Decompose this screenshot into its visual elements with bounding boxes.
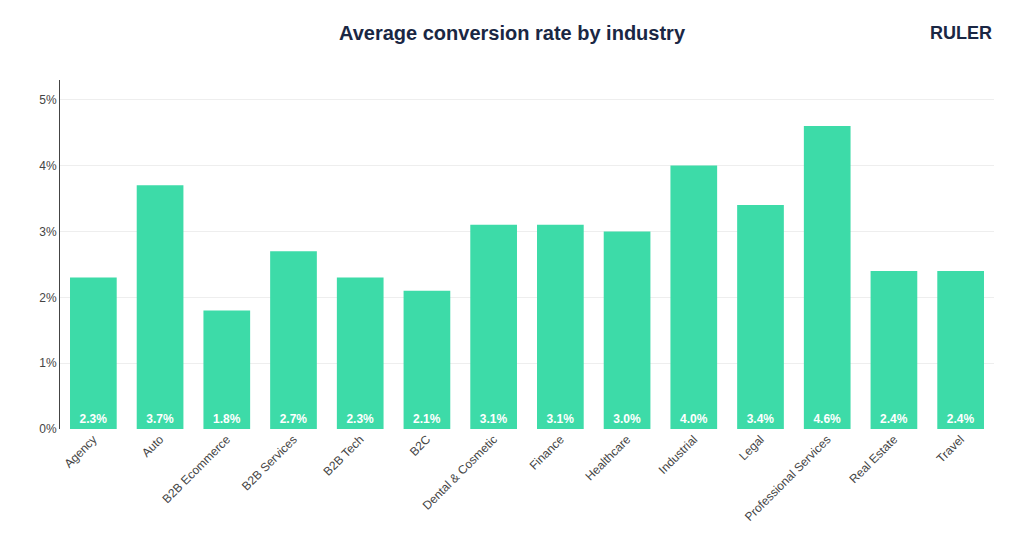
svg-text:Finance: Finance <box>527 432 567 472</box>
svg-text:2.4%: 2.4% <box>947 412 975 426</box>
svg-text:B2B Ecommerce: B2B Ecommerce <box>160 432 234 506</box>
svg-text:B2C: B2C <box>407 432 434 459</box>
svg-text:Professional Services: Professional Services <box>742 432 833 523</box>
svg-text:B2B Services: B2B Services <box>239 432 300 493</box>
svg-text:Average conversion rate by ind: Average conversion rate by industry <box>339 22 686 44</box>
svg-text:Real Estate: Real Estate <box>847 432 901 486</box>
svg-text:3.1%: 3.1% <box>547 412 575 426</box>
svg-text:0%: 0% <box>39 422 57 436</box>
svg-text:1%: 1% <box>39 356 57 370</box>
svg-text:3.4%: 3.4% <box>747 412 775 426</box>
svg-text:3%: 3% <box>39 225 57 239</box>
svg-text:1.8%: 1.8% <box>213 412 241 426</box>
svg-text:Dental & Cosmetic: Dental & Cosmetic <box>420 432 500 512</box>
svg-text:Agency: Agency <box>62 432 100 470</box>
svg-text:3.7%: 3.7% <box>146 412 174 426</box>
svg-text:Auto: Auto <box>139 432 167 460</box>
svg-text:Industrial: Industrial <box>656 432 700 476</box>
svg-text:3.0%: 3.0% <box>613 412 641 426</box>
svg-text:Legal: Legal <box>736 432 767 463</box>
svg-text:2.4%: 2.4% <box>880 412 908 426</box>
svg-text:2.7%: 2.7% <box>280 412 308 426</box>
svg-text:3.1%: 3.1% <box>480 412 508 426</box>
svg-text:Travel: Travel <box>934 432 967 465</box>
svg-text:2%: 2% <box>39 291 57 305</box>
svg-text:4.0%: 4.0% <box>680 412 708 426</box>
svg-text:4%: 4% <box>39 159 57 173</box>
svg-text:2.3%: 2.3% <box>346 412 374 426</box>
svg-text:2.1%: 2.1% <box>413 412 441 426</box>
svg-text:5%: 5% <box>39 93 57 107</box>
svg-text:4.6%: 4.6% <box>813 412 841 426</box>
svg-text:B2B Tech: B2B Tech <box>321 432 367 478</box>
svg-text:RULER: RULER <box>930 23 992 43</box>
svg-text:Healthcare: Healthcare <box>583 432 634 483</box>
svg-text:2.3%: 2.3% <box>80 412 108 426</box>
